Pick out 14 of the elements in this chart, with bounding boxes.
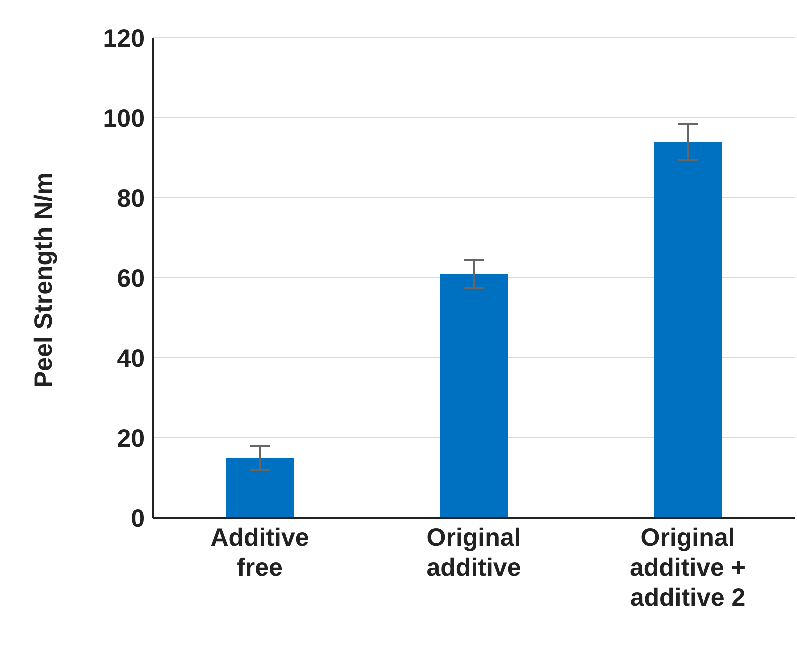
y-tick-label: 100 xyxy=(103,104,145,133)
x-tick-label: Original additive xyxy=(426,524,522,582)
y-tick-label: 120 xyxy=(103,24,145,53)
x-tick-label: Additive free xyxy=(210,524,310,582)
y-tick-label: 40 xyxy=(117,344,145,373)
y-axis-title: Peel Strength N/m xyxy=(30,172,58,388)
y-tick-label: 80 xyxy=(117,184,145,213)
bar xyxy=(654,142,722,518)
bar xyxy=(440,274,508,518)
bar xyxy=(226,458,294,518)
y-tick-label: 20 xyxy=(117,424,145,453)
y-tick-label: 0 xyxy=(131,504,145,533)
y-tick-label: 60 xyxy=(117,264,145,293)
x-tick-label: Original additive + additive 2 xyxy=(630,524,746,612)
